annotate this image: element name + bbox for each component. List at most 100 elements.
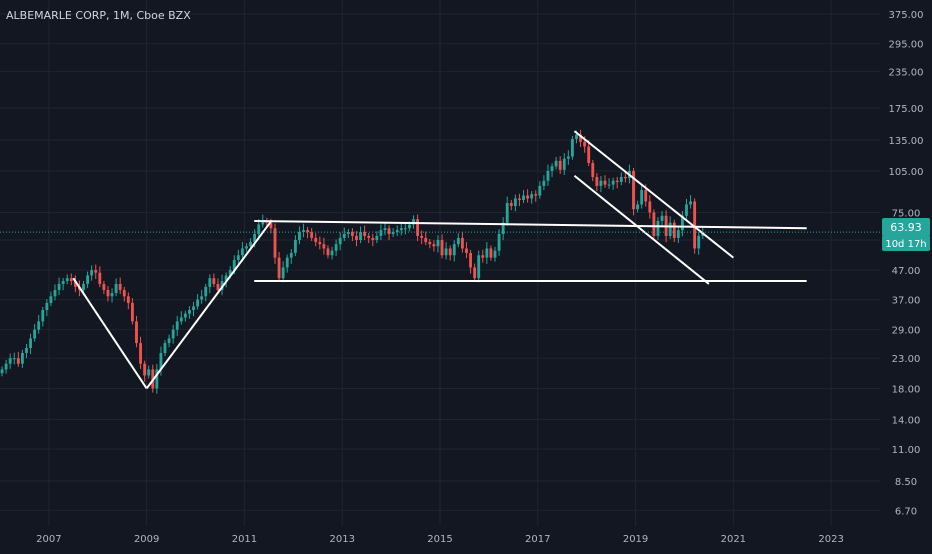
candle[interactable] bbox=[428, 238, 432, 249]
candle[interactable] bbox=[73, 275, 77, 293]
candle[interactable] bbox=[155, 363, 159, 394]
candle[interactable] bbox=[4, 359, 8, 374]
candle[interactable] bbox=[469, 249, 472, 274]
candle[interactable] bbox=[473, 263, 477, 282]
candle[interactable] bbox=[526, 189, 530, 203]
candle[interactable] bbox=[212, 273, 216, 288]
candle[interactable] bbox=[114, 278, 118, 297]
candle[interactable] bbox=[448, 245, 452, 261]
candle[interactable] bbox=[579, 129, 582, 147]
candle[interactable] bbox=[509, 199, 513, 211]
candle[interactable] bbox=[41, 306, 45, 327]
candle[interactable] bbox=[416, 214, 420, 242]
candle[interactable] bbox=[355, 231, 358, 247]
candle[interactable] bbox=[192, 301, 195, 317]
candle[interactable] bbox=[281, 261, 285, 283]
candle[interactable] bbox=[167, 334, 171, 348]
candle[interactable] bbox=[94, 264, 98, 279]
candle[interactable] bbox=[106, 286, 110, 302]
candle[interactable] bbox=[440, 234, 444, 259]
candle[interactable] bbox=[562, 153, 566, 175]
candle[interactable] bbox=[518, 193, 521, 207]
candle[interactable] bbox=[49, 291, 53, 307]
candle[interactable] bbox=[501, 217, 505, 241]
candle[interactable] bbox=[542, 175, 546, 191]
trendline-channel-upper[interactable] bbox=[573, 130, 734, 259]
candle[interactable] bbox=[82, 280, 85, 294]
candle[interactable] bbox=[33, 324, 37, 342]
candle[interactable] bbox=[538, 181, 542, 199]
candle[interactable] bbox=[346, 228, 350, 239]
trendline-range-resistance[interactable] bbox=[254, 219, 807, 230]
candle[interactable] bbox=[676, 226, 680, 244]
candle[interactable] bbox=[326, 245, 330, 259]
candle[interactable] bbox=[452, 240, 456, 262]
candle[interactable] bbox=[25, 344, 28, 359]
candle[interactable] bbox=[689, 195, 692, 209]
candle[interactable] bbox=[599, 176, 603, 193]
candle[interactable] bbox=[163, 340, 167, 357]
candle[interactable] bbox=[363, 225, 367, 241]
candle[interactable] bbox=[550, 163, 554, 178]
time-axis[interactable] bbox=[0, 526, 932, 550]
trendline-v-bottom-right-leg[interactable] bbox=[145, 220, 273, 390]
candle[interactable] bbox=[293, 235, 297, 257]
candle[interactable] bbox=[147, 365, 151, 379]
candle[interactable] bbox=[477, 250, 481, 283]
candle[interactable] bbox=[640, 185, 644, 209]
candle[interactable] bbox=[200, 289, 204, 304]
candle[interactable] bbox=[143, 360, 147, 382]
candle[interactable] bbox=[534, 190, 538, 202]
candle[interactable] bbox=[607, 178, 611, 189]
candle[interactable] bbox=[436, 235, 440, 253]
candle[interactable] bbox=[139, 336, 142, 369]
candle[interactable] bbox=[558, 156, 562, 174]
price-axis[interactable] bbox=[880, 0, 932, 526]
candle[interactable] bbox=[680, 211, 684, 237]
candle[interactable] bbox=[656, 217, 660, 241]
candle[interactable] bbox=[224, 272, 228, 288]
candle[interactable] bbox=[632, 167, 635, 216]
candle[interactable] bbox=[648, 195, 652, 219]
candle[interactable] bbox=[420, 230, 424, 245]
candle[interactable] bbox=[672, 219, 676, 243]
candle[interactable] bbox=[379, 224, 383, 241]
candle[interactable] bbox=[615, 176, 619, 189]
candle[interactable] bbox=[591, 159, 595, 182]
candle[interactable] bbox=[135, 315, 138, 348]
trendline-drawings[interactable] bbox=[72, 130, 807, 390]
candle[interactable] bbox=[570, 136, 574, 160]
candle[interactable] bbox=[367, 232, 371, 244]
candle[interactable] bbox=[302, 223, 305, 238]
candle[interactable] bbox=[90, 265, 94, 281]
candle[interactable] bbox=[623, 171, 627, 183]
candle[interactable] bbox=[481, 249, 485, 263]
candle[interactable] bbox=[318, 236, 322, 250]
candle[interactable] bbox=[98, 266, 102, 288]
candle[interactable] bbox=[122, 286, 126, 302]
candle[interactable] bbox=[444, 242, 448, 260]
candle[interactable] bbox=[285, 254, 289, 273]
candle[interactable] bbox=[12, 352, 16, 365]
candle[interactable] bbox=[359, 226, 362, 244]
candle[interactable] bbox=[273, 223, 277, 264]
candle[interactable] bbox=[314, 233, 318, 247]
trendline-channel-lower[interactable] bbox=[573, 174, 710, 285]
candle[interactable] bbox=[522, 190, 525, 204]
candle[interactable] bbox=[179, 311, 183, 325]
candle[interactable] bbox=[493, 246, 497, 262]
candle[interactable] bbox=[587, 140, 591, 167]
candle[interactable] bbox=[387, 225, 391, 241]
candle[interactable] bbox=[130, 298, 134, 325]
candle[interactable] bbox=[636, 200, 640, 213]
candle[interactable] bbox=[513, 194, 517, 212]
candle[interactable] bbox=[456, 233, 460, 248]
candle[interactable] bbox=[546, 164, 550, 186]
candle[interactable] bbox=[61, 278, 65, 291]
candle[interactable] bbox=[126, 292, 130, 310]
candle[interactable] bbox=[432, 240, 436, 252]
candle[interactable] bbox=[322, 237, 326, 255]
candle[interactable] bbox=[65, 274, 69, 285]
candle[interactable] bbox=[57, 277, 61, 296]
candle[interactable] bbox=[399, 222, 403, 236]
